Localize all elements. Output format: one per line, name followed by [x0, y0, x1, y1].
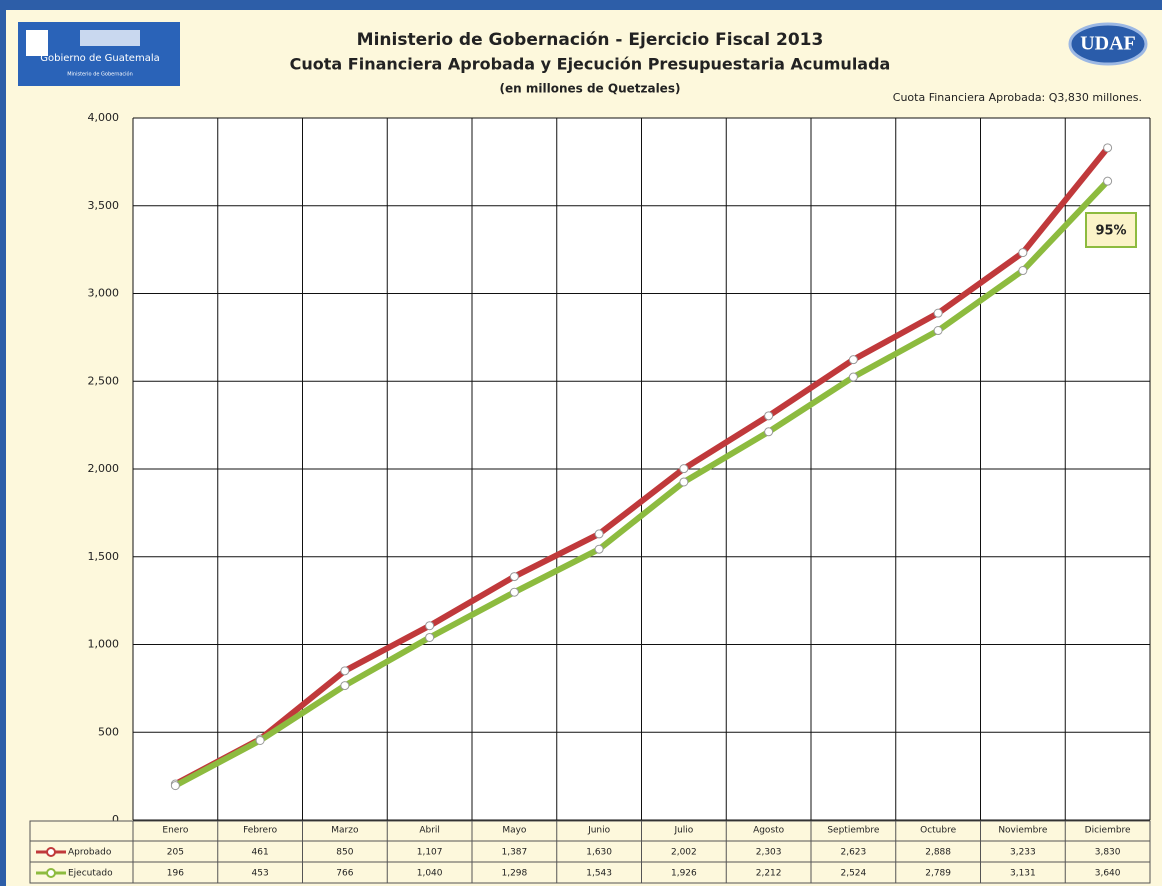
- y-tick-label: 2,000: [88, 462, 120, 475]
- table: [29, 820, 1151, 884]
- table-value: 1,543: [586, 869, 612, 879]
- table-value: 1,926: [671, 869, 697, 879]
- table-value: 766: [336, 869, 353, 879]
- series-point: [509, 572, 519, 582]
- logo-subtitle: Ministerio de Gobernación: [67, 71, 133, 78]
- table-value: 850: [336, 848, 353, 858]
- table-value: 2,212: [756, 869, 782, 879]
- y-tick-label: 1,500: [88, 550, 120, 563]
- series-point: [1018, 248, 1028, 258]
- series-point: [848, 372, 858, 382]
- logo-building: [80, 30, 140, 46]
- series-line: [173, 145, 1110, 787]
- chart-subtitle: Cuota Financiera Aprobada y Ejecución Pr…: [290, 55, 891, 74]
- y-tick-label: 500: [98, 725, 119, 738]
- y-tick-label: 4,000: [88, 111, 120, 124]
- table-value: 2,623: [840, 848, 866, 858]
- series-point: [679, 477, 689, 487]
- table-value: 461: [252, 848, 269, 858]
- y-tick-label: 2,500: [88, 374, 120, 387]
- y-tick-label: 0: [112, 813, 119, 826]
- chart-title: Ministerio de Gobernación - Ejercicio Fi…: [357, 30, 824, 50]
- logo-right: [1068, 22, 1148, 66]
- table-value: 2,789: [925, 869, 951, 879]
- annotation-box: [1085, 212, 1137, 248]
- series-point: [764, 427, 774, 437]
- table-value: 3,131: [1010, 869, 1036, 879]
- series-point: [933, 326, 943, 336]
- annotation: 95%: [1095, 224, 1126, 239]
- series-point: [594, 529, 604, 539]
- table-value: 205: [167, 848, 184, 858]
- series-point: [425, 621, 435, 631]
- table-value: 1,387: [501, 848, 527, 858]
- series-line: [173, 179, 1110, 789]
- logo-emblem: [26, 30, 48, 56]
- series-point: [1103, 176, 1113, 186]
- table-value: 2,002: [671, 848, 697, 858]
- table-value: 2,524: [840, 869, 866, 879]
- x-tick-label: Marzo: [331, 826, 359, 836]
- table-value: 1,630: [586, 848, 612, 858]
- table-value: 3,640: [1095, 869, 1121, 879]
- x-tick-label: Octubre: [920, 826, 956, 836]
- logo-title: Gobierno de Guatemala: [40, 53, 159, 64]
- series-point: [170, 781, 180, 791]
- x-tick-label: Abril: [419, 826, 440, 836]
- series-point: [425, 632, 435, 642]
- y-tick-label: 1,000: [88, 638, 120, 651]
- series-point: [255, 735, 265, 745]
- note: Cuota Financiera Aprobada: Q3,830 millon…: [893, 91, 1142, 104]
- table-value: 3,830: [1095, 848, 1121, 858]
- legend-marker: [46, 847, 56, 857]
- series-point: [848, 355, 858, 365]
- x-tick-label: Mayo: [502, 826, 527, 836]
- table-value: 1,298: [501, 869, 527, 879]
- unit-note: (en millones de Quetzales): [500, 82, 681, 96]
- table-value: 2,303: [756, 848, 782, 858]
- table-value: 1,107: [417, 848, 443, 858]
- series-point: [594, 544, 604, 554]
- y-tick-label: 3,000: [88, 287, 120, 300]
- table-value: 196: [167, 869, 184, 879]
- x-tick-label: Noviembre: [998, 826, 1048, 836]
- table-value: 453: [252, 869, 269, 879]
- series-point: [1103, 143, 1113, 153]
- x-tick-label: Septiembre: [827, 826, 880, 836]
- x-tick-label: Junio: [587, 826, 611, 836]
- x-tick-label: Febrero: [243, 826, 277, 836]
- series-point: [1018, 266, 1028, 276]
- series-point: [933, 308, 943, 318]
- series-point: [764, 411, 774, 421]
- series-point: [340, 681, 350, 691]
- legend-label: Aprobado: [68, 848, 112, 858]
- table-value: 3,233: [1010, 848, 1036, 858]
- table-value: 2,888: [925, 848, 951, 858]
- x-tick-label: Agosto: [753, 826, 785, 836]
- legend-label: Ejecutado: [68, 869, 113, 879]
- x-tick-label: Enero: [162, 826, 188, 836]
- table-value: 1,040: [417, 869, 443, 879]
- series-point: [679, 464, 689, 474]
- y-tick-label: 3,500: [88, 199, 120, 212]
- x-tick-label: Diciembre: [1085, 826, 1131, 836]
- x-tick-label: Julio: [673, 826, 693, 836]
- series-point: [509, 587, 519, 597]
- legend-marker: [46, 868, 56, 878]
- series-point: [340, 666, 350, 676]
- logo-right-text: UDAF: [1080, 33, 1136, 55]
